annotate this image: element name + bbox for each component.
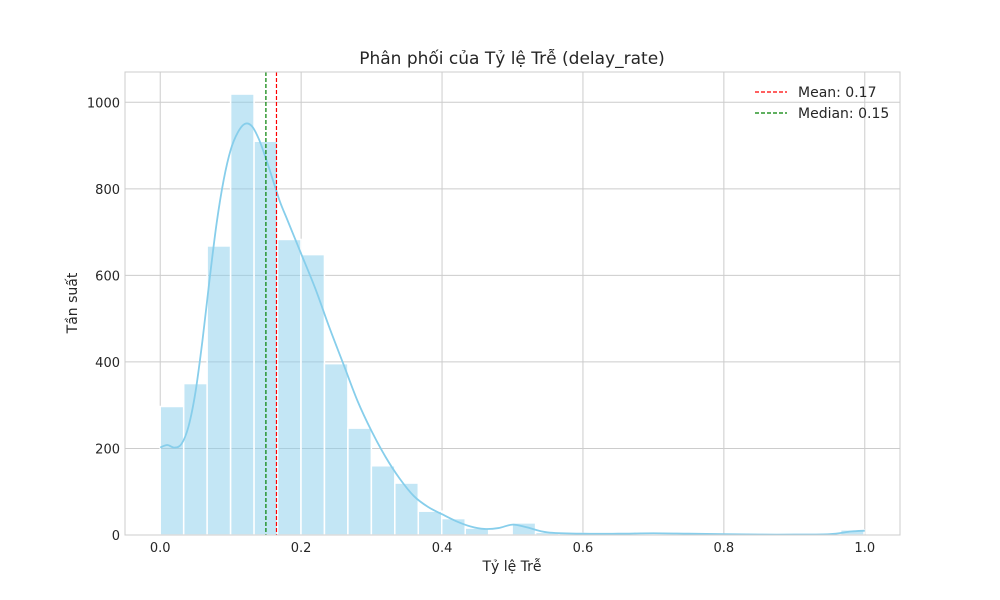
y-tick-label: 400 [95, 356, 120, 371]
histogram-bar [394, 482, 420, 536]
y-tick-label: 0 [112, 529, 120, 544]
histogram-bar [229, 93, 255, 536]
histogram-bar [417, 510, 443, 536]
histogram-bar [159, 405, 185, 536]
y-tick-label: 200 [95, 442, 120, 457]
y-tick-label: 1000 [87, 96, 120, 111]
reference-lines [265, 72, 278, 535]
histogram-bar [347, 427, 373, 536]
y-axis-label: Tần suất [65, 272, 81, 334]
x-axis-label: Tỷ lệ Trễ [481, 558, 541, 575]
x-tick-label: 0.4 [432, 541, 453, 556]
histogram-bar [323, 362, 349, 536]
chart-title: Phân phối của Tỷ lệ Trễ (delay_rate) [359, 48, 665, 69]
x-tick-label: 0.6 [573, 541, 594, 556]
legend-entry: Median: 0.15 [798, 106, 889, 122]
x-tick-label: 0.8 [714, 541, 735, 556]
histogram-bar [300, 253, 326, 536]
histogram-bar [441, 517, 466, 536]
x-tick-label: 1.0 [854, 541, 875, 556]
legend-entry: Mean: 0.17 [798, 85, 876, 101]
histogram-bar [206, 245, 232, 536]
plot-frame [124, 71, 901, 536]
x-tick-label: 0.0 [150, 541, 171, 556]
histogram-bar [182, 382, 208, 536]
histogram-bar [370, 465, 396, 536]
x-tick-label: 0.2 [291, 541, 312, 556]
y-tick-label: 600 [95, 269, 120, 284]
kde-curve [159, 122, 865, 536]
legend: Mean: 0.17 Median: 0.15 [755, 85, 889, 122]
y-axis-ticks: 0 200 400 600 800 1000 [87, 96, 120, 544]
x-axis-ticks: 0.0 0.2 0.4 0.6 0.8 1.0 [150, 541, 875, 556]
y-tick-label: 800 [95, 183, 120, 198]
histogram-bar [276, 238, 302, 536]
